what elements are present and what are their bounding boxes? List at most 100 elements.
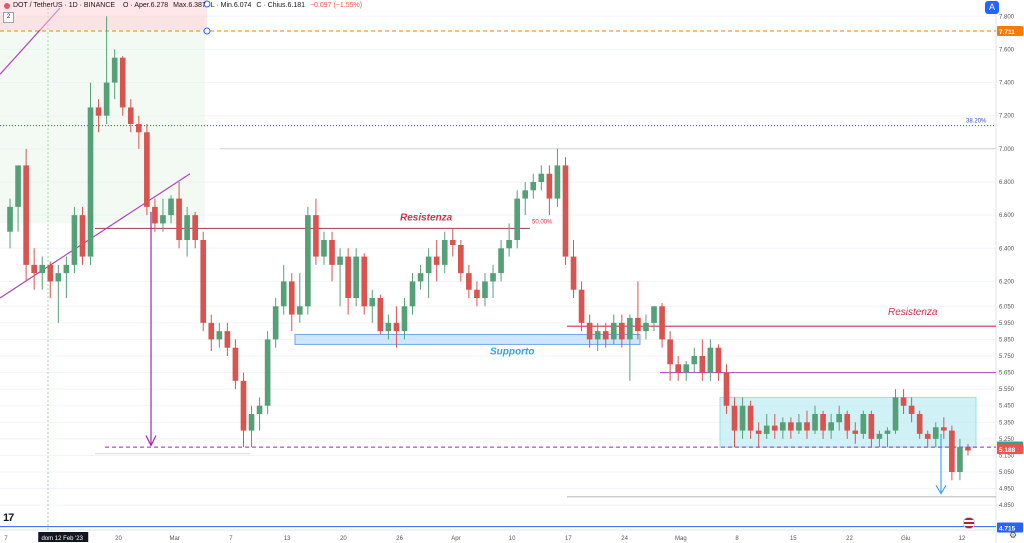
candle: [224, 322, 231, 356]
price-tick-label: 7.000: [999, 147, 1015, 153]
date-label: 22: [846, 536, 853, 542]
candle: [272, 298, 279, 348]
candle-body: [780, 422, 786, 431]
candle: [321, 231, 327, 265]
gear-icon[interactable]: ⚙: [1009, 530, 1018, 540]
candle-body: [272, 306, 279, 340]
candle: [433, 240, 440, 282]
candle: [570, 240, 577, 298]
anchor-handle: [203, 27, 211, 35]
candle-body: [755, 430, 762, 434]
price-badge-label: 4.715: [999, 526, 1016, 533]
candle: [691, 347, 698, 373]
price-tick-label: 5.650: [999, 371, 1015, 377]
candle: [667, 331, 673, 381]
candle: [176, 182, 182, 249]
candle-body: [868, 414, 875, 439]
candle: [771, 414, 778, 439]
candle-body: [192, 215, 198, 240]
symbol-label[interactable]: DOT / TetherUS · 1D · BINANCE: [13, 2, 116, 9]
candle: [562, 157, 569, 265]
candle: [87, 82, 94, 265]
candle-body: [844, 414, 851, 431]
us-flag-icon[interactable]: [963, 517, 975, 529]
date-label: 12: [959, 536, 966, 542]
candle: [248, 405, 255, 448]
time-axis: [0, 530, 996, 543]
candle-body: [941, 427, 947, 431]
candle: [7, 198, 13, 249]
candle: [95, 99, 102, 133]
candle-body: [482, 281, 488, 298]
candle: [941, 417, 947, 439]
candle-body: [23, 165, 29, 265]
candle: [627, 314, 633, 381]
candle: [699, 339, 706, 381]
candle: [820, 410, 826, 439]
candle: [401, 298, 408, 340]
candle-body: [240, 380, 247, 431]
candle-body: [651, 306, 657, 323]
candle: [788, 417, 794, 439]
candle-body: [924, 433, 931, 439]
candle-body: [417, 273, 424, 282]
candle-body: [949, 430, 955, 472]
candle: [506, 223, 512, 257]
candle-body: [337, 256, 343, 265]
candle-body: [602, 331, 609, 340]
candle-body: [852, 430, 859, 434]
candle: [71, 206, 78, 274]
candle: [200, 231, 207, 332]
candle-body: [538, 173, 545, 182]
candle-body: [441, 240, 448, 265]
resistance-1-label: Resistenza: [400, 212, 453, 223]
indicator-count-box[interactable]: 2: [3, 12, 14, 23]
candle-body: [280, 281, 287, 307]
candle-body: [232, 347, 239, 381]
date-label: 24: [621, 536, 628, 542]
candle-body: [627, 317, 633, 340]
candle: [586, 314, 593, 348]
candle: [192, 211, 198, 249]
close-value: C · Chius.6.181: [256, 2, 305, 9]
candle-body: [892, 397, 899, 431]
date-label: Apr: [451, 536, 460, 542]
price-tick-label: 4.850: [999, 503, 1015, 509]
candle-body: [771, 425, 778, 431]
candle: [731, 397, 738, 448]
price-tick-label: 4.950: [999, 487, 1015, 493]
candle: [796, 414, 802, 434]
candle-body: [530, 182, 537, 191]
candle: [619, 314, 625, 348]
candle: [264, 331, 271, 414]
tradingview-logo: 17: [3, 512, 14, 524]
candle: [313, 198, 319, 265]
price-tick-label: 7.200: [999, 114, 1015, 120]
date-label: Giu: [901, 536, 910, 542]
candle: [651, 306, 657, 332]
candle-body: [466, 273, 472, 290]
candle: [578, 281, 585, 332]
candle: [707, 339, 714, 381]
candle: [522, 182, 529, 216]
candle: [329, 231, 335, 282]
chart-header: DOT / TetherUS · 1D · BINANCE O · Aper.6…: [0, 0, 365, 11]
price-tick-label: 5.550: [999, 387, 1015, 393]
high-value: Max.6.387: [173, 2, 206, 9]
candle-body: [103, 82, 110, 116]
candle-body: [804, 422, 810, 431]
candle-body: [95, 107, 102, 116]
candle: [514, 190, 520, 249]
candle: [739, 397, 746, 439]
candle: [755, 422, 762, 448]
candle-body: [932, 427, 939, 439]
candle-body: [31, 264, 37, 274]
candle: [683, 360, 690, 381]
candle-body: [490, 273, 496, 282]
candle: [103, 16, 110, 124]
date-label: 8: [735, 536, 739, 542]
candle: [610, 314, 617, 345]
candle: [111, 49, 118, 100]
auto-scale-button[interactable]: A: [985, 1, 999, 14]
